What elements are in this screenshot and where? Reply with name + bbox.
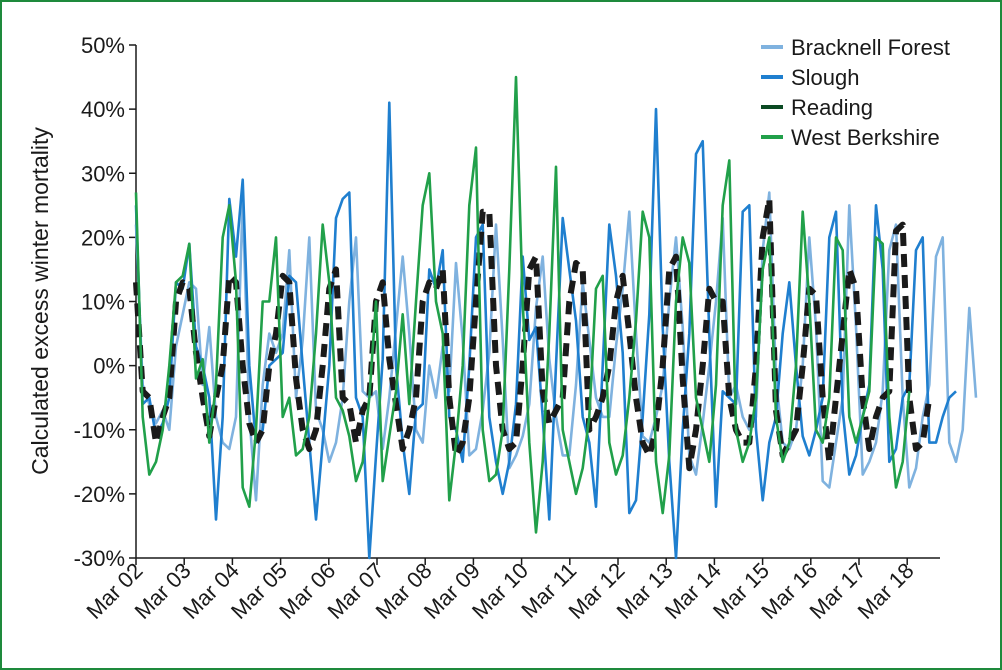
y-axis-title: Calculated excess winter mortality xyxy=(27,127,53,475)
y-tick-label: -30% xyxy=(74,546,125,571)
y-tick-label: 40% xyxy=(81,97,125,122)
y-tick-label: 50% xyxy=(81,33,125,58)
y-tick-label: 20% xyxy=(81,225,125,250)
y-tick-label: 0% xyxy=(93,354,125,379)
legend-label: Reading xyxy=(791,95,873,120)
legend-label: Slough xyxy=(791,65,860,90)
legend-label: West Berkshire xyxy=(791,125,940,150)
y-tick-label: -10% xyxy=(74,418,125,443)
series-line-west-berkshire xyxy=(134,75,911,534)
series-line-slough xyxy=(134,101,957,560)
legend-label: Bracknell Forest xyxy=(791,35,950,60)
y-tick-label: 10% xyxy=(81,290,125,315)
y-axis-ticks: -30% -20% -10% 0% 10% 20% 30% 40% 50% xyxy=(74,33,136,571)
series-layer xyxy=(133,75,978,560)
y-tick-label: -20% xyxy=(74,482,125,507)
y-tick-label: 30% xyxy=(81,161,125,186)
legend: Bracknell Forest Slough Reading West Berksh… xyxy=(761,35,950,150)
series-line-reading xyxy=(133,195,933,472)
